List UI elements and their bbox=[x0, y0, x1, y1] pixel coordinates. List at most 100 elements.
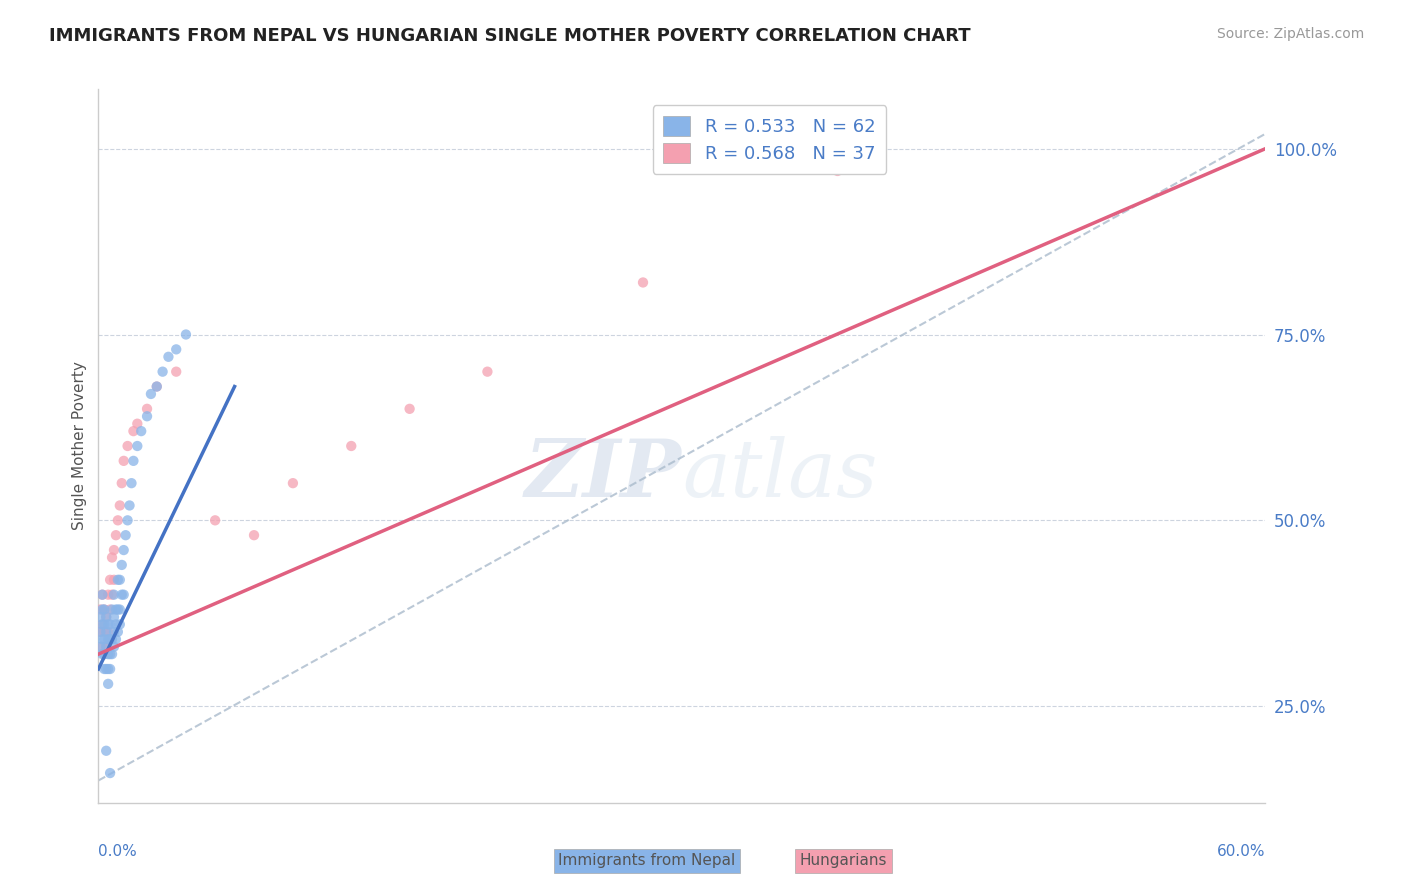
Point bbox=[157, 350, 180, 364]
Point bbox=[122, 454, 145, 468]
Point bbox=[91, 617, 114, 632]
Point bbox=[165, 365, 187, 379]
Point bbox=[103, 624, 125, 639]
Point bbox=[91, 602, 114, 616]
Point bbox=[98, 573, 121, 587]
Point bbox=[91, 588, 114, 602]
Text: Hungarians: Hungarians bbox=[800, 854, 887, 868]
Text: Immigrants from Nepal: Immigrants from Nepal bbox=[558, 854, 735, 868]
Point bbox=[93, 647, 115, 661]
Point bbox=[107, 513, 129, 527]
Point bbox=[152, 365, 174, 379]
Point bbox=[108, 499, 131, 513]
Point bbox=[103, 588, 125, 602]
Point bbox=[96, 610, 118, 624]
Point bbox=[117, 513, 139, 527]
Point bbox=[114, 528, 136, 542]
Point bbox=[93, 647, 115, 661]
Point bbox=[96, 662, 118, 676]
Point bbox=[91, 588, 114, 602]
Point bbox=[97, 588, 120, 602]
Point bbox=[117, 439, 139, 453]
Point bbox=[112, 543, 135, 558]
Point bbox=[204, 513, 226, 527]
Point bbox=[103, 640, 125, 654]
Point bbox=[108, 573, 131, 587]
Point bbox=[98, 647, 121, 661]
Point bbox=[91, 617, 114, 632]
Point bbox=[103, 610, 125, 624]
Point bbox=[107, 602, 129, 616]
Point bbox=[281, 476, 304, 491]
Point bbox=[107, 573, 129, 587]
Point bbox=[398, 401, 420, 416]
Point bbox=[101, 632, 124, 647]
Point bbox=[827, 164, 849, 178]
Point bbox=[112, 588, 135, 602]
Point bbox=[96, 744, 118, 758]
Text: Source: ZipAtlas.com: Source: ZipAtlas.com bbox=[1216, 27, 1364, 41]
Point bbox=[107, 624, 129, 639]
Text: atlas: atlas bbox=[682, 436, 877, 513]
Point bbox=[91, 647, 114, 661]
Point bbox=[139, 387, 162, 401]
Point bbox=[97, 632, 120, 647]
Point bbox=[111, 476, 134, 491]
Point bbox=[89, 624, 111, 639]
Point bbox=[111, 588, 134, 602]
Point bbox=[96, 640, 118, 654]
Point bbox=[108, 602, 131, 616]
Point bbox=[97, 617, 120, 632]
Point bbox=[93, 624, 115, 639]
Point bbox=[136, 401, 159, 416]
Point bbox=[122, 424, 145, 438]
Point bbox=[89, 610, 111, 624]
Point bbox=[101, 588, 124, 602]
Text: ZIP: ZIP bbox=[524, 436, 682, 513]
Point bbox=[96, 624, 118, 639]
Point bbox=[631, 276, 654, 290]
Point bbox=[103, 543, 125, 558]
Point bbox=[146, 379, 169, 393]
Point bbox=[89, 640, 111, 654]
Point bbox=[136, 409, 159, 424]
Point bbox=[477, 365, 499, 379]
Point bbox=[98, 662, 121, 676]
Y-axis label: Single Mother Poverty: Single Mother Poverty bbox=[72, 361, 87, 531]
Point bbox=[101, 647, 124, 661]
Point bbox=[98, 617, 121, 632]
Point bbox=[104, 528, 127, 542]
Point bbox=[112, 454, 135, 468]
Legend: R = 0.533   N = 62, R = 0.568   N = 37: R = 0.533 N = 62, R = 0.568 N = 37 bbox=[652, 105, 886, 174]
Point bbox=[98, 632, 121, 647]
Point bbox=[127, 439, 149, 453]
Point bbox=[108, 617, 131, 632]
Point bbox=[93, 632, 115, 647]
Point bbox=[127, 417, 149, 431]
Point bbox=[118, 499, 141, 513]
Point bbox=[104, 632, 127, 647]
Point bbox=[129, 424, 152, 438]
Point bbox=[93, 602, 115, 616]
Point bbox=[89, 624, 111, 639]
Point bbox=[97, 624, 120, 639]
Point bbox=[97, 647, 120, 661]
Point bbox=[103, 573, 125, 587]
Point bbox=[104, 602, 127, 616]
Point bbox=[146, 379, 169, 393]
Point bbox=[96, 610, 118, 624]
Point bbox=[89, 602, 111, 616]
Point bbox=[243, 528, 266, 542]
Point bbox=[111, 558, 134, 572]
Text: 60.0%: 60.0% bbox=[1218, 845, 1265, 860]
Point bbox=[104, 617, 127, 632]
Text: IMMIGRANTS FROM NEPAL VS HUNGARIAN SINGLE MOTHER POVERTY CORRELATION CHART: IMMIGRANTS FROM NEPAL VS HUNGARIAN SINGL… bbox=[49, 27, 970, 45]
Point bbox=[97, 677, 120, 691]
Point bbox=[93, 617, 115, 632]
Point bbox=[91, 640, 114, 654]
Point bbox=[174, 327, 197, 342]
Point bbox=[93, 662, 115, 676]
Text: 0.0%: 0.0% bbox=[98, 845, 138, 860]
Point bbox=[98, 766, 121, 780]
Point bbox=[98, 602, 121, 616]
